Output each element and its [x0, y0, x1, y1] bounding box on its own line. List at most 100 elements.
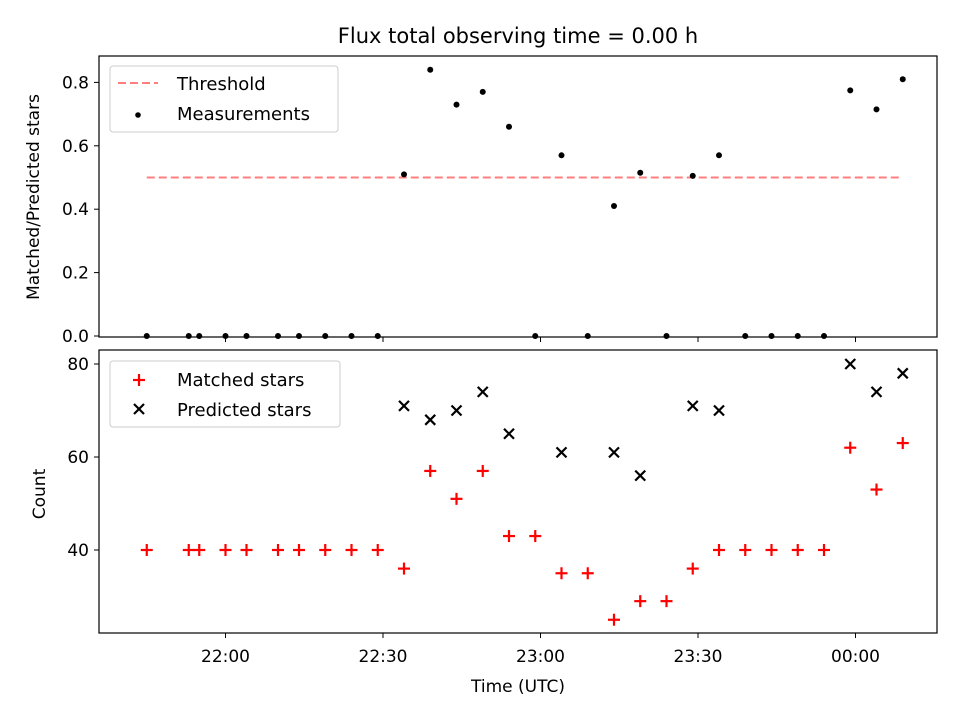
predicted-star-point [555, 446, 568, 459]
measurement-point [322, 333, 329, 339]
measurement-point [611, 203, 617, 210]
top-y-tick-label: 0.8 [62, 73, 89, 93]
matched-star-point [272, 544, 284, 556]
legend-matched-swatch [133, 374, 145, 386]
top-panel: 0.00.20.40.60.8 Matched/Predicted stars … [24, 55, 938, 347]
matched-star-point [450, 492, 463, 505]
matched-star-point [660, 595, 673, 608]
top-y-tick-label: 0.6 [62, 137, 89, 157]
matched-star-point [791, 544, 804, 556]
matched-star-point [398, 562, 410, 575]
measurement-points [143, 66, 906, 339]
matched-star-point [870, 483, 883, 496]
measurement-point [185, 333, 192, 339]
bottom-y-tick-label: 40 [67, 541, 89, 561]
legend-threshold-label: Threshold [176, 74, 266, 95]
matched-star-point [529, 530, 542, 543]
matched-star-point [739, 544, 752, 556]
measurement-point [689, 172, 696, 179]
matched-star-point [182, 544, 195, 556]
matched-star-point [476, 464, 489, 477]
measurement-point [427, 66, 434, 73]
bottom-y-tick-label: 60 [67, 448, 89, 468]
measurement-point [584, 333, 591, 339]
bottom-legend: Matched stars Predicted stars [109, 360, 341, 428]
predicted-star-point [713, 404, 725, 417]
top-plot-frame [98, 55, 938, 338]
predicted-star-point [450, 404, 463, 417]
matched-star-point [293, 544, 305, 556]
legend-matched-label: Matched stars [177, 370, 304, 391]
bottom-plot-frame [98, 349, 938, 634]
matched-star-point [371, 544, 384, 556]
legend-measurements-swatch [135, 112, 141, 118]
predicted-star-point [896, 367, 909, 380]
measurement-point [374, 333, 381, 339]
matched-star-point [319, 544, 332, 556]
x-axis-label: Time (UTC) [470, 677, 565, 697]
measurement-point [558, 152, 565, 159]
bottom-legend-box [109, 360, 341, 428]
x-tick-label: 00:00 [831, 647, 880, 667]
matched-star-point [581, 567, 594, 580]
measurement-point [794, 333, 801, 339]
legend-predicted-swatch [133, 403, 145, 415]
matched-star-point [555, 567, 568, 580]
top-legend-box [109, 65, 339, 133]
matched-star-point [140, 544, 153, 556]
measurement-point [453, 101, 460, 108]
top-y-axis-label: Matched/Predicted stars [24, 94, 44, 300]
matched-star-point [219, 544, 232, 556]
measurement-point [401, 171, 407, 178]
predicted-star-point [844, 358, 857, 370]
measurement-point [899, 76, 906, 83]
bottom-y-axis-label: Count [30, 468, 50, 519]
predicted-star-point [686, 400, 699, 412]
measurement-point [716, 152, 722, 159]
matched-star-point [713, 544, 725, 556]
top-legend: Threshold Measurements [109, 65, 339, 133]
measurement-point [663, 333, 670, 339]
x-tick-label: 23:00 [516, 647, 565, 667]
predicted-star-point [634, 469, 647, 482]
predicted-star-point [608, 446, 620, 459]
chart-title: Flux total observing time = 0.00 h [338, 24, 698, 48]
measurement-point [296, 333, 302, 339]
predicted-star-point [398, 400, 410, 412]
bottom-y-axis: 40 60 80 [67, 355, 99, 561]
top-y-tick-label: 0.0 [62, 327, 89, 347]
matched-star-point [686, 562, 699, 575]
measurement-point [532, 333, 539, 339]
measurement-point [506, 123, 512, 130]
matched-star-point [896, 437, 909, 450]
top-y-axis: 0.0 0.2 0.4 0.6 0.8 [62, 73, 99, 347]
measurement-point [143, 333, 150, 339]
top-y-tick-label: 0.2 [62, 264, 89, 284]
bottom-x-axis: 22:00 22:30 23:00 23:30 00:00 [201, 633, 880, 667]
x-tick-label: 23:30 [674, 647, 723, 667]
bottom-y-tick-label: 80 [67, 355, 89, 375]
measurement-point [348, 333, 355, 339]
predicted-star-point [476, 386, 489, 398]
matched-star-point [844, 441, 857, 454]
measurement-point [637, 169, 644, 176]
measurement-point [742, 333, 749, 339]
bottom-panel: 40 60 80 22:00 22:30 23:00 23:30 00:00 Count M… [30, 349, 938, 697]
measurement-point [479, 88, 486, 95]
measurement-point [847, 87, 854, 94]
matched-star-point [608, 613, 620, 626]
matched-star-point [193, 544, 206, 556]
matched-star-point [345, 544, 358, 556]
predicted-star-point [503, 427, 515, 440]
predicted-star-point [870, 386, 883, 398]
matched-star-point [240, 544, 253, 556]
legend-predicted-label: Predicted stars [177, 400, 311, 421]
matched-star-point [634, 595, 647, 608]
legend-measurements-label: Measurements [177, 104, 310, 125]
measurement-point [196, 333, 203, 339]
x-tick-label: 22:30 [359, 647, 408, 667]
measurement-point [768, 333, 775, 339]
matched-star-point [503, 530, 515, 543]
matched-star-point [765, 544, 778, 556]
